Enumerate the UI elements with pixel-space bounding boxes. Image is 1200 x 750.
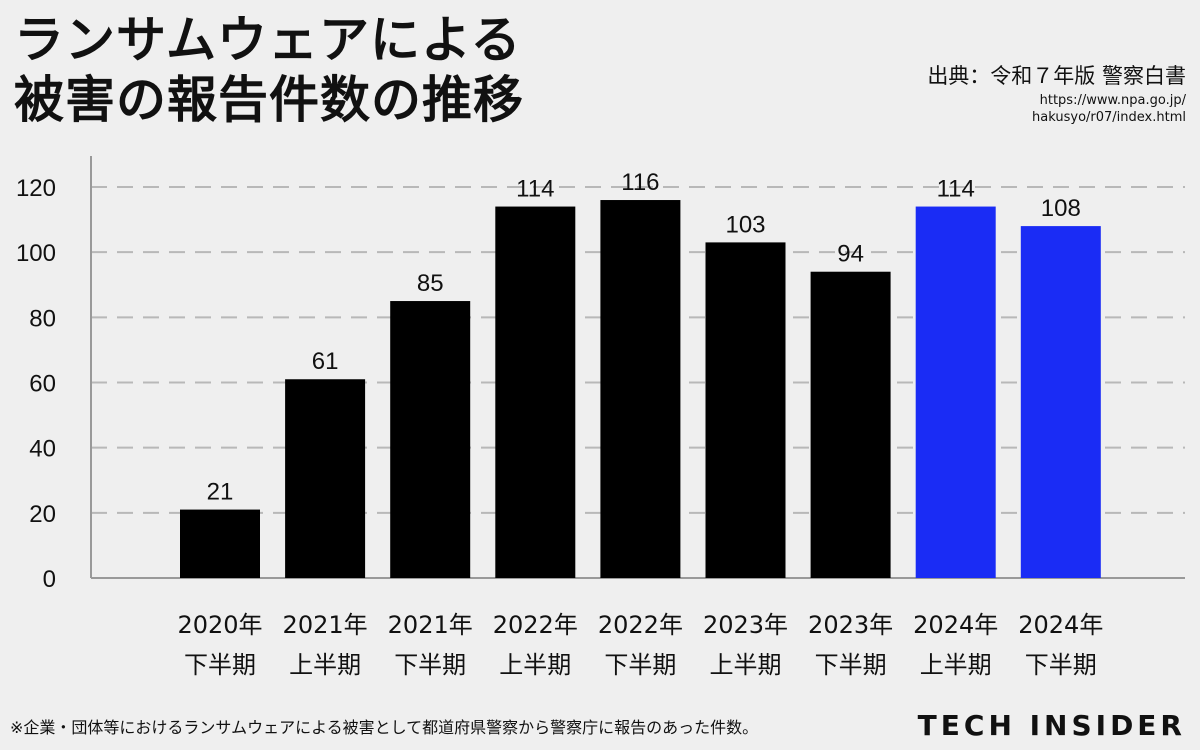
x-tick-label-year: 2021年 (388, 611, 473, 639)
x-tick-label-period: 下半期 (394, 651, 466, 679)
x-tick-label-year: 2021年 (283, 611, 368, 639)
y-tick-label: 120 (16, 175, 56, 202)
data-label: 21 (207, 479, 234, 506)
x-tick-label-period: 下半期 (815, 651, 887, 679)
x-tick-label-year: 2023年 (808, 611, 893, 639)
x-tick-label-period: 上半期 (710, 651, 782, 679)
x-tick-label-year: 2024年 (1018, 611, 1103, 639)
x-tick-label-period: 下半期 (184, 651, 256, 679)
bar (1020, 226, 1101, 578)
source-citation: 出典：令和７年版 警察白書 (927, 64, 1186, 88)
source-url: https://www.npa.go.jp/ hakusyo/r07/index… (1032, 92, 1186, 126)
x-tick-label-year: 2024年 (913, 611, 998, 639)
x-tick-label-year: 2022年 (598, 611, 683, 639)
x-tick-label-year: 2022年 (493, 611, 578, 639)
bar (285, 379, 366, 578)
y-tick-label: 60 (29, 371, 56, 398)
source-url-line-2: hakusyo/r07/index.html (1032, 110, 1186, 125)
data-label: 94 (837, 241, 864, 268)
brand-logo: TECH INSIDER (917, 709, 1186, 742)
data-label: 85 (417, 270, 444, 297)
x-tick-label-period: 上半期 (499, 651, 571, 679)
x-tick-label-year: 2023年 (703, 611, 788, 639)
data-label: 61 (312, 348, 339, 375)
bar (705, 242, 786, 578)
data-label: 108 (1041, 195, 1081, 222)
y-tick-label: 40 (29, 436, 56, 463)
x-tick-label-period: 下半期 (604, 651, 676, 679)
data-label: 103 (725, 211, 765, 238)
data-label: 116 (621, 169, 659, 196)
title-line-2: 被害の報告件数の推移 (14, 71, 524, 129)
y-tick-label: 80 (29, 305, 56, 332)
source-url-line-1: https://www.npa.go.jp/ (1039, 93, 1186, 108)
title-line-1: ランサムウェアによる (14, 11, 522, 69)
y-tick-label: 0 (43, 566, 56, 593)
x-tick-label-period: 上半期 (920, 651, 992, 679)
bar (600, 200, 681, 579)
bar (495, 206, 576, 579)
data-label: 114 (516, 176, 554, 203)
bar (810, 271, 891, 578)
data-label: 114 (937, 176, 975, 203)
footnote: ※企業・団体等におけるランサムウェアによる被害として都道府県警察から警察庁に報告… (10, 718, 759, 737)
y-tick-label: 100 (16, 240, 56, 267)
bar (180, 509, 260, 578)
bar (390, 301, 471, 578)
bar (915, 206, 996, 579)
y-tick-label: 20 (29, 501, 56, 528)
chart-title: ランサムウェアによる 被害の報告件数の推移 (14, 10, 524, 130)
x-tick-label-period: 下半期 (1025, 651, 1097, 679)
x-tick-label-period: 上半期 (289, 651, 361, 679)
x-tick-label-year: 2020年 (177, 611, 262, 639)
